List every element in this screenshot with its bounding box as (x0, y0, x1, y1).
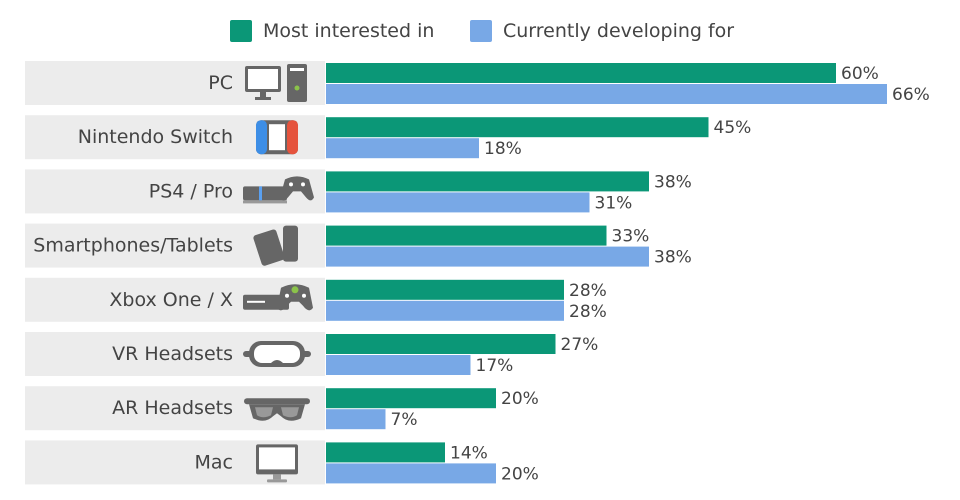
xbox-logo (291, 286, 299, 294)
xbox-controller (277, 284, 313, 311)
pc-stand (260, 92, 266, 97)
value-label-interested: 28% (569, 281, 607, 301)
ps4-light (259, 186, 262, 201)
ps4-controller (280, 176, 314, 201)
value-label-developing: 20% (501, 464, 539, 484)
category-label: AR Headsets (112, 397, 233, 419)
category-label: Xbox One / X (109, 289, 233, 311)
bar-developing (326, 84, 887, 104)
bar-interested (326, 225, 607, 246)
ar-lens-right (281, 407, 299, 418)
pc-screen (248, 69, 278, 89)
value-label-interested: 38% (654, 172, 692, 192)
mac-foot (267, 479, 287, 483)
ps4-base (243, 200, 287, 204)
category-label: PS4 / Pro (149, 180, 233, 202)
bar-developing (326, 192, 590, 213)
legend-label-interested: Most interested in (263, 20, 435, 42)
mac-screen (259, 447, 295, 470)
chart-row: Smartphones/Tablets 33%38% (25, 223, 692, 268)
switch-right-joycon (287, 120, 298, 155)
bar-interested (326, 171, 649, 192)
phone (283, 225, 298, 262)
category-label: Nintendo Switch (78, 126, 233, 148)
legend-item-developing: Currently developing for (470, 14, 734, 48)
value-label-interested: 33% (612, 227, 650, 247)
chart-row: PS4 / Pro 38% 31% (25, 169, 692, 214)
bar-interested (326, 63, 836, 83)
nintendo-switch-icon (256, 120, 298, 155)
bar-developing (326, 138, 479, 159)
chart-row: Xbox One / X 28%28% (25, 277, 607, 322)
pc-icon (245, 64, 307, 102)
pc-power-led (294, 85, 300, 91)
value-label-developing: 28% (569, 302, 607, 322)
chart-row: Mac 14% 20% (25, 440, 539, 485)
value-label-developing: 38% (654, 248, 692, 268)
bar-developing (326, 463, 496, 484)
value-label-interested: 27% (561, 335, 599, 355)
pc-tower (287, 64, 307, 102)
chart-row: Nintendo Switch 45% 18% (25, 115, 752, 160)
category-label: Smartphones/Tablets (33, 235, 233, 257)
value-label-developing: 18% (484, 139, 522, 159)
category-label: PC (208, 72, 233, 94)
bar-developing (326, 355, 471, 375)
bar-interested (326, 388, 496, 409)
ps4-stick-left (289, 182, 293, 187)
ps4-icon (243, 176, 314, 204)
bar-interested (326, 279, 564, 300)
switch-screen (269, 124, 285, 151)
value-label-developing: 31% (595, 193, 633, 213)
category-label: VR Headsets (112, 343, 233, 365)
chart-row: PC 60% 66% (25, 61, 930, 105)
pc-drive (290, 68, 304, 71)
xbox-icon (243, 284, 313, 311)
mac-icon (256, 444, 298, 483)
ps4-stick-right (301, 182, 305, 187)
value-label-developing: 66% (892, 85, 930, 105)
vr-visor (254, 345, 300, 363)
bar-developing (326, 409, 386, 430)
vr-nose (271, 360, 283, 363)
value-label-developing: 7% (391, 410, 418, 430)
xbox-buttons (302, 293, 306, 298)
smartphone-tablet-icon (253, 225, 298, 266)
xbox-slot (247, 300, 265, 303)
ar-headset-icon (244, 398, 310, 421)
legend-swatch-interested (230, 20, 252, 42)
legend-item-interested: Most interested in (230, 14, 434, 48)
pc-base (255, 97, 271, 100)
legend: Most interested in Currently developing … (0, 14, 960, 48)
bar-interested (326, 442, 445, 463)
ar-band (244, 398, 310, 405)
chart-row: VR Headsets 27% 17% (25, 332, 598, 376)
category-label: Mac (195, 451, 233, 473)
tablet (253, 229, 285, 266)
bar-developing (326, 300, 564, 321)
xbox-stick (285, 293, 289, 298)
value-label-interested: 20% (501, 389, 539, 409)
mac-neck (273, 474, 281, 480)
value-label-interested: 45% (714, 118, 752, 138)
value-label-interested: 60% (841, 64, 879, 84)
value-label-developing: 17% (476, 356, 514, 376)
chart-row: AR Headsets 20% 7% (25, 386, 539, 431)
legend-label-developing: Currently developing for (503, 20, 735, 42)
bar-interested (326, 334, 556, 354)
value-label-interested: 14% (450, 443, 488, 463)
bar-interested (326, 117, 709, 138)
switch-left-joycon (256, 120, 267, 155)
ps4-console (243, 186, 287, 201)
bar-developing (326, 246, 649, 267)
legend-swatch-developing (470, 20, 492, 42)
ar-lens-left (255, 407, 273, 418)
vr-headset-icon (243, 341, 311, 367)
